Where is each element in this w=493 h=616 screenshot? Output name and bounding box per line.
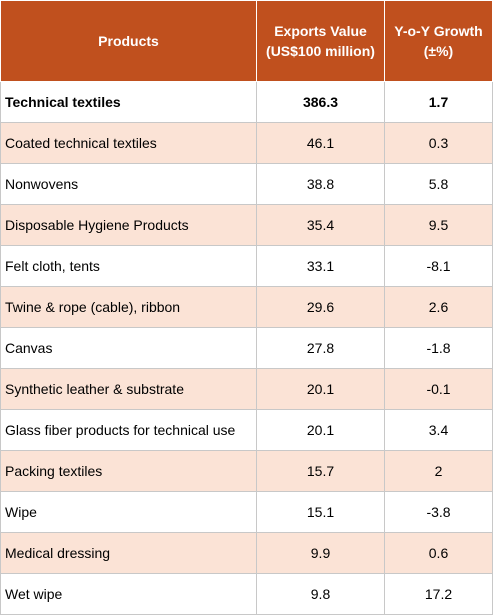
table-row: Canvas 27.8 -1.8 <box>0 327 493 369</box>
growth-cell: -8.1 <box>384 245 493 287</box>
exports-cell: 38.8 <box>256 163 385 205</box>
product-cell: Packing textiles <box>0 450 257 492</box>
table-row: Medical dressing 9.9 0.6 <box>0 532 493 574</box>
header-row: Products Exports Value (US$100 million) … <box>0 0 493 82</box>
table-row: Felt cloth, tents 33.1 -8.1 <box>0 245 493 287</box>
exports-cell: 9.9 <box>256 532 385 574</box>
exports-cell: 9.8 <box>256 573 385 615</box>
table-row: Disposable Hygiene Products 35.4 9.5 <box>0 204 493 246</box>
table-row: Wipe 15.1 -3.8 <box>0 491 493 533</box>
exports-cell: 29.6 <box>256 286 385 328</box>
exports-cell: 20.1 <box>256 409 385 451</box>
growth-cell: 0.6 <box>384 532 493 574</box>
table-row: Synthetic leather & substrate 20.1 -0.1 <box>0 368 493 410</box>
header-products-label: Products <box>98 33 159 49</box>
table-row: Packing textiles 15.7 2 <box>0 450 493 492</box>
exports-cell: 15.1 <box>256 491 385 533</box>
product-cell: Wet wipe <box>0 573 257 615</box>
product-cell: Coated technical textiles <box>0 122 257 164</box>
growth-cell: 2.6 <box>384 286 493 328</box>
growth-cell: 9.5 <box>384 204 493 246</box>
growth-cell: -0.1 <box>384 368 493 410</box>
header-products: Products <box>0 0 257 82</box>
product-cell: Wipe <box>0 491 257 533</box>
growth-cell: 2 <box>384 450 493 492</box>
header-exports-value: Exports Value (US$100 million) <box>256 0 385 82</box>
exports-cell: 386.3 <box>256 81 385 123</box>
table-header: Products Exports Value (US$100 million) … <box>0 0 493 82</box>
exports-cell: 46.1 <box>256 122 385 164</box>
growth-cell: -3.8 <box>384 491 493 533</box>
header-growth-line1: Y-o-Y Growth <box>394 23 483 39</box>
product-cell: Technical textiles <box>0 81 257 123</box>
table-row: Wet wipe 9.8 17.2 <box>0 573 493 615</box>
product-cell: Felt cloth, tents <box>0 245 257 287</box>
exports-cell: 27.8 <box>256 327 385 369</box>
product-cell: Nonwovens <box>0 163 257 205</box>
table-row: Twine & rope (cable), ribbon 29.6 2.6 <box>0 286 493 328</box>
header-exports-line2: (US$100 million) <box>266 43 375 59</box>
product-cell: Disposable Hygiene Products <box>0 204 257 246</box>
header-exports-line1: Exports Value <box>274 23 367 39</box>
product-cell: Glass fiber products for technical use <box>0 409 257 451</box>
exports-cell: 33.1 <box>256 245 385 287</box>
exports-cell: 15.7 <box>256 450 385 492</box>
growth-cell: 5.8 <box>384 163 493 205</box>
product-cell: Canvas <box>0 327 257 369</box>
growth-cell: 1.7 <box>384 81 493 123</box>
table-row: Coated technical textiles 46.1 0.3 <box>0 122 493 164</box>
growth-cell: 3.4 <box>384 409 493 451</box>
growth-cell: -1.8 <box>384 327 493 369</box>
exports-cell: 20.1 <box>256 368 385 410</box>
table-body: Technical textiles 386.3 1.7 Coated tech… <box>0 81 493 615</box>
growth-cell: 17.2 <box>384 573 493 615</box>
table-row: Glass fiber products for technical use 2… <box>0 409 493 451</box>
exports-cell: 35.4 <box>256 204 385 246</box>
product-cell: Twine & rope (cable), ribbon <box>0 286 257 328</box>
table-row-total: Technical textiles 386.3 1.7 <box>0 81 493 123</box>
product-cell: Synthetic leather & substrate <box>0 368 257 410</box>
header-growth-line2: (±%) <box>423 43 454 59</box>
growth-cell: 0.3 <box>384 122 493 164</box>
table-row: Nonwovens 38.8 5.8 <box>0 163 493 205</box>
product-cell: Medical dressing <box>0 532 257 574</box>
header-growth: Y-o-Y Growth (±%) <box>384 0 493 82</box>
